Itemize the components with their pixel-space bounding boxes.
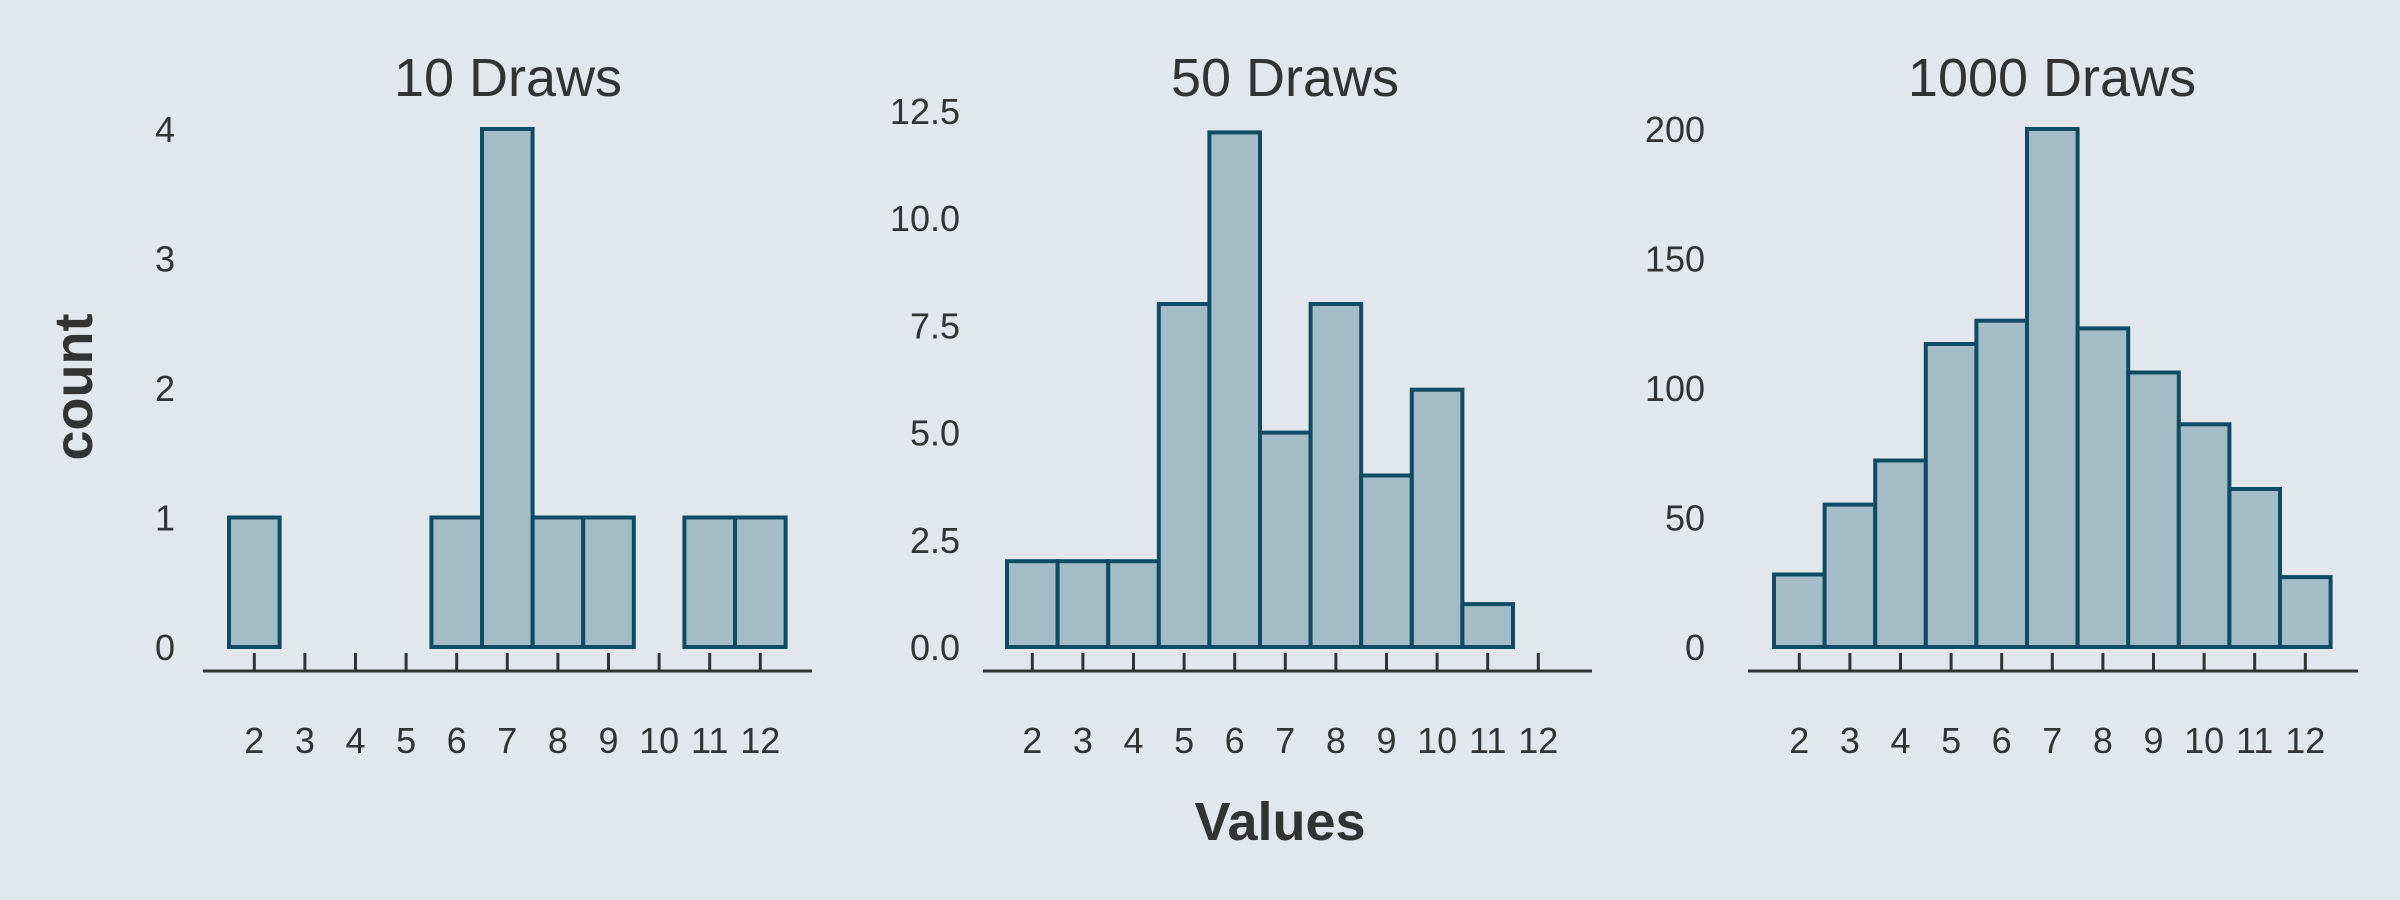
x-tick-label: 10 [1417,720,1457,761]
bar-12 [2278,575,2333,649]
x-tick-label: 6 [447,720,467,761]
x-tick-label: 4 [1123,720,1143,761]
x-axis-title: Values [1194,792,1365,852]
x-tick-label: 6 [1992,720,2012,761]
y-tick-label: 12.5 [890,91,960,132]
bar-7 [2025,127,2080,649]
x-tick-marks [1797,653,2307,671]
panel-50-draws: 50 Draws 0.0 2.5 5.0 7.5 10.0 12.5 2 3 4 5 6 7 8 9 10… [890,48,1592,761]
bars [227,127,788,649]
x-tick-label: 5 [396,720,416,761]
bar-2 [1005,559,1060,650]
x-tick-label: 9 [1376,720,1396,761]
bar-6 [1974,318,2030,649]
y-tick-label: 4 [155,109,175,150]
bars [1772,127,2333,649]
x-tick-label: 8 [1326,720,1346,761]
bar-11 [682,515,738,649]
y-tick-label: 3 [155,239,175,280]
x-tick-label: 10 [2184,720,2224,761]
x-tick-label: 5 [1174,720,1194,761]
bar-3 [1822,502,1878,649]
bar-9 [581,515,636,649]
x-tick-label: 11 [1469,720,1506,761]
bar-5 [1923,342,1979,649]
x-tick-labels: 2 3 4 5 6 7 8 9 10 11 12 [1789,720,2325,761]
bar-8 [530,515,586,649]
y-tick-label: 7.5 [910,305,960,346]
y-tick-label: 5.0 [910,413,960,454]
bar-10 [1409,387,1465,649]
x-tick-label: 3 [295,720,315,761]
bar-11 [1460,602,1516,649]
panel-title: 50 Draws [1171,48,1399,108]
x-tick-marks [252,653,762,671]
x-tick-label: 8 [548,720,568,761]
bar-4 [1873,458,1928,649]
panel-title: 1000 Draws [1908,48,2196,108]
x-tick-labels: 2 3 4 5 6 7 8 9 10 11 12 [244,720,780,761]
x-tick-label: 7 [2042,720,2062,761]
bar-9 [2126,370,2181,649]
x-tick-label: 4 [345,720,365,761]
y-tick-label: 150 [1645,239,1705,280]
x-tick-label: 9 [598,720,618,761]
x-tick-label: 12 [740,720,780,761]
y-tick-label: 200 [1645,109,1705,150]
y-tick-labels: 0 1 2 3 4 [155,109,175,668]
y-tick-label: 2.5 [910,520,960,561]
panel-title: 10 Draws [394,48,622,108]
x-tick-label: 12 [2285,720,2325,761]
x-tick-label: 10 [639,720,679,761]
x-tick-label: 12 [1518,720,1558,761]
y-tick-label: 0.0 [910,627,960,668]
panel-1000-draws: 1000 Draws 0 50 100 150 200 2 3 4 5 6 7 8 9 10 11 12 [1645,48,2358,761]
bar-5 [1156,302,1212,649]
x-tick-label: 4 [1890,720,1910,761]
y-tick-label: 1 [155,498,175,539]
y-tick-label: 100 [1645,368,1705,409]
bar-10 [2176,422,2232,649]
bar-7 [1258,430,1313,649]
x-tick-label: 9 [2143,720,2163,761]
bar-6 [429,515,484,649]
y-tick-label: 2 [155,368,175,409]
x-tick-label: 5 [1941,720,1961,761]
x-tick-labels: 2 3 4 5 6 7 8 9 10 11 12 [1022,720,1558,761]
x-tick-label: 3 [1840,720,1860,761]
bar-2 [227,515,282,649]
x-tick-label: 2 [244,720,264,761]
bar-4 [1106,559,1161,650]
bar-6 [1207,130,1263,649]
x-tick-label: 7 [497,720,517,761]
bar-8 [2075,326,2131,649]
x-tick-label: 11 [2236,720,2273,761]
x-tick-label: 11 [691,720,728,761]
x-tick-label: 6 [1225,720,1245,761]
x-tick-label: 3 [1073,720,1093,761]
bar-9 [1359,473,1414,649]
y-tick-labels: 0.0 2.5 5.0 7.5 10.0 12.5 [890,91,960,668]
bar-7 [480,127,535,649]
bar-2 [1772,572,1827,649]
x-tick-label: 8 [2093,720,2113,761]
bar-12 [733,515,788,649]
x-tick-label: 2 [1789,720,1809,761]
y-tick-labels: 0 50 100 150 200 [1645,109,1705,668]
x-tick-label: 2 [1022,720,1042,761]
bar-8 [1308,302,1364,649]
bar-3 [1055,559,1111,650]
bar-11 [2227,487,2282,649]
bars [1005,130,1516,650]
y-tick-label: 0 [155,627,175,668]
x-tick-label: 7 [1275,720,1295,761]
x-tick-marks [1030,653,1540,671]
y-tick-label: 0 [1685,627,1705,668]
y-tick-label: 50 [1665,498,1705,539]
y-tick-label: 10.0 [890,198,960,239]
y-axis-title: count [44,314,104,461]
